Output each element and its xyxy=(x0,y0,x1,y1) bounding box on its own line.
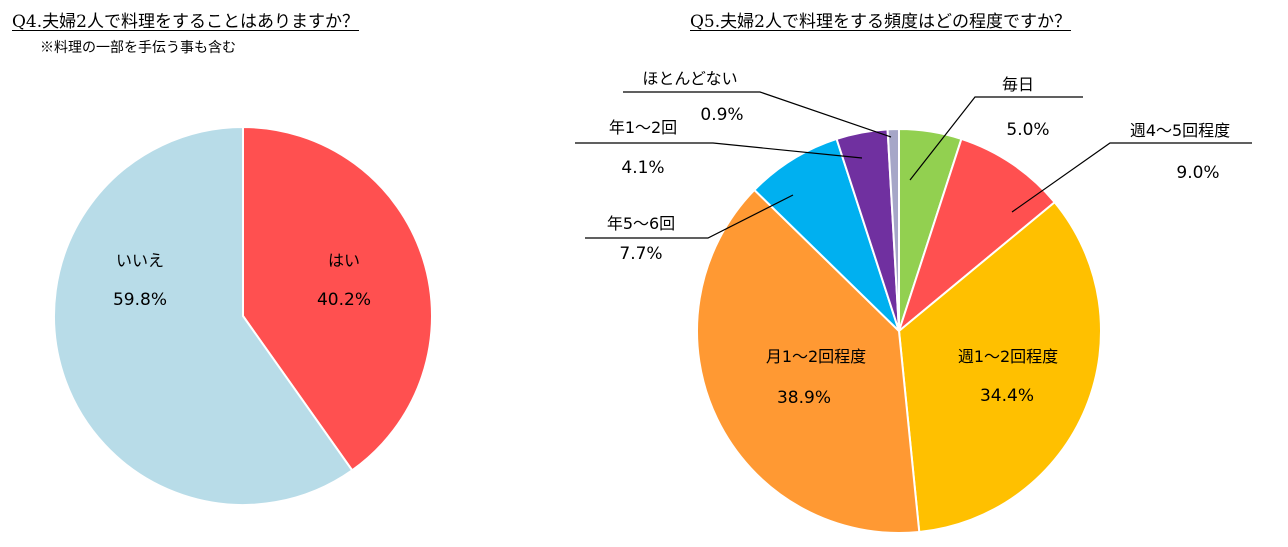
q5-slice-value-3: 38.9% xyxy=(777,388,831,408)
q5-slice-value-5: 4.1% xyxy=(621,158,664,178)
q5-slice-label-3: 月1～2回程度 xyxy=(766,347,866,366)
q4-slice-label-0: はい xyxy=(328,251,360,270)
q4-chart-title: Q4.夫婦2人で料理をすることはありますか？ xyxy=(12,12,359,32)
q5-leader-line-0 xyxy=(909,96,1083,181)
q5-leader-line-3 xyxy=(623,91,892,138)
q5-slice-value-4: 7.7% xyxy=(619,244,662,264)
q5-slice-3 xyxy=(696,188,921,534)
q4-chart-note: ※料理の一部を手伝う事も含む xyxy=(40,40,236,56)
q5-leader-line-2 xyxy=(575,142,863,159)
q5-slice-label-5: 年1～2回 xyxy=(609,118,677,137)
q5-slice-label-6: ほとんどない xyxy=(642,69,737,88)
q5-slice-value-2: 34.4% xyxy=(980,386,1034,406)
q5-slice-label-4: 年5～6回 xyxy=(607,214,675,233)
q4-slice-1 xyxy=(53,125,354,506)
q4-slice-value-0: 40.2% xyxy=(317,290,371,310)
q5-leader-line-1 xyxy=(1011,142,1252,213)
q5-slice-value-0: 5.0% xyxy=(1006,120,1049,140)
q5-slice-label-1: 週4～5回程度 xyxy=(1130,121,1230,140)
q5-leader-line-4 xyxy=(585,194,794,239)
q5-slice-1 xyxy=(896,137,1057,334)
q5-slice-value-1: 9.0% xyxy=(1176,163,1219,183)
q5-slice-6 xyxy=(886,127,900,332)
q5-slice-label-0: 毎日 xyxy=(1002,75,1034,94)
q4-slice-value-1: 59.8% xyxy=(113,290,167,310)
q5-slice-4 xyxy=(752,137,900,332)
q5-slice-label-2: 週1～2回程度 xyxy=(958,347,1058,366)
q5-chart-title: Q5.夫婦2人で料理をする頻度はどの程度ですか？ xyxy=(690,12,1071,32)
q5-slice-value-6: 0.9% xyxy=(700,105,743,125)
q4-slice-label-1: いいえ xyxy=(116,251,164,270)
q5-slice-2 xyxy=(897,200,1102,534)
q4-slice-0 xyxy=(242,125,433,472)
